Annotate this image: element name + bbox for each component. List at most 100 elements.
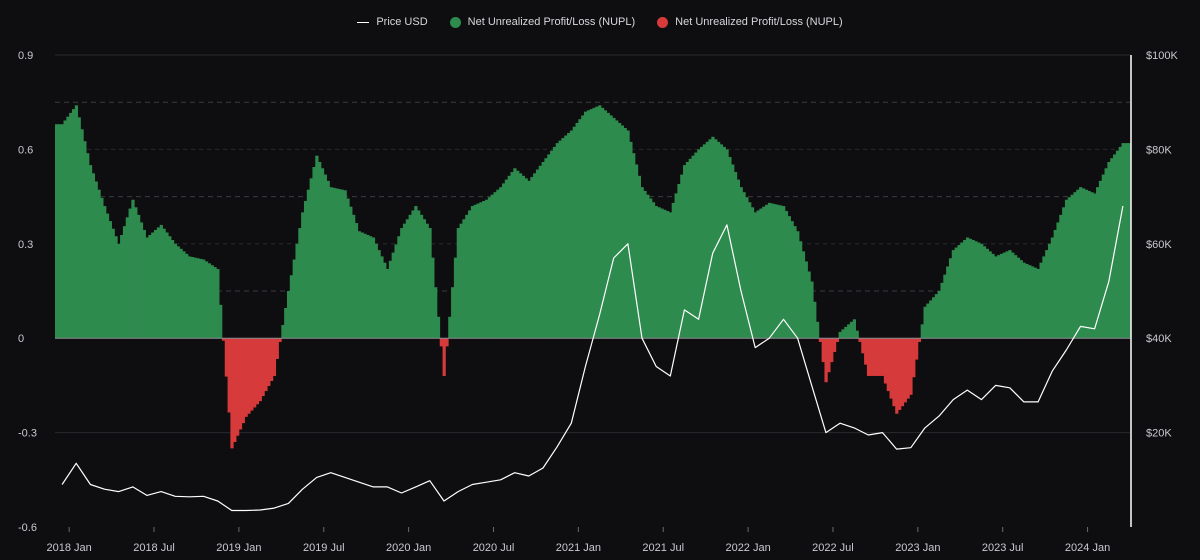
x-tick-label: 2018 Jul [133,542,175,554]
nupl-bar-positive [414,206,418,339]
nupl-bar-positive [134,207,138,339]
nupl-bar-positive [408,214,412,339]
nupl-bar-positive [623,128,627,339]
nupl-bar-negative [445,338,449,347]
nupl-bar-positive [57,124,62,339]
nupl-bar-positive [142,229,146,339]
nupl-bar-positive [80,129,84,339]
nupl-bar-positive [165,232,169,339]
nupl-bar-negative [835,338,840,342]
nupl-bar-positive [360,232,364,339]
nupl-bar-positive [1028,265,1032,339]
nupl-bar-positive [391,252,395,339]
nupl-bar-positive [111,228,115,339]
nupl-bar-negative [821,338,825,363]
nupl-bar-positive [807,271,811,339]
nupl-bar-positive [804,261,808,339]
nupl-bar-positive [329,187,333,339]
nupl-bar-positive [1059,214,1063,339]
nupl-bar-negative [221,338,226,341]
nupl-bar-positive [671,202,675,339]
nupl-bar-positive [485,199,489,339]
nupl-bar-positive [479,202,483,339]
nupl-bar-positive [148,234,152,339]
legend-item-nupl-positive[interactable]: Net Unrealized Profit/Loss (NUPL) [449,16,635,28]
nupl-bar-positive [784,211,789,339]
nupl-bar-positive [216,268,220,339]
nupl-bar-positive [159,224,163,339]
nupl-bar-positive [948,258,953,339]
nupl-bar-positive [844,326,848,339]
nupl-bar-positive [100,197,104,339]
nupl-bar-positive [609,115,613,339]
nupl-bar-positive [716,141,721,339]
nupl-bar-positive [725,149,729,339]
nupl-bar-positive [1110,158,1114,339]
nupl-bar-positive [323,174,327,339]
nupl-bar-positive [77,117,81,339]
nupl-bar-positive [1093,193,1097,339]
nupl-bar-positive [584,111,588,339]
nupl-bar-positive [417,210,421,339]
nupl-bar-negative [903,338,907,403]
nupl-bar-positive [332,187,336,339]
nupl-bar-positive [199,258,203,339]
nupl-bar-positive [103,206,107,339]
nupl-bar-negative [264,338,268,392]
nupl-bar-positive [660,208,664,339]
nupl-bar-positive [1090,192,1094,339]
nupl-bar-negative [244,338,248,417]
nupl-bar-positive [575,122,579,339]
nupl-bar-positive [581,115,585,339]
nupl-bar-positive [683,165,687,339]
nupl-bar-positive [1036,268,1040,339]
nupl-bar-positive [521,175,526,339]
x-tick-label: 2018 Jan [47,542,92,554]
nupl-bar-positive [535,169,540,339]
nupl-bar-positive [388,260,393,339]
nupl-bar-positive [974,241,978,339]
nupl-bar-positive [586,110,591,339]
nupl-bar-positive [193,257,197,339]
nupl-bar-positive [1014,255,1018,339]
nupl-bar-positive [770,203,774,339]
nupl-bar-positive [759,208,763,339]
legend-item-price[interactable]: Price USD [357,16,428,28]
nupl-bar-negative [858,338,862,342]
nupl-bar-positive [125,217,129,339]
nupl-bar-positive [558,140,562,339]
nupl-bar-positive [963,240,967,339]
nupl-bar-positive [139,222,144,339]
nupl-bar-positive [773,204,777,339]
nupl-bar-negative [875,338,879,376]
x-tick-label: 2019 Jan [216,542,261,554]
nupl-bar-positive [202,259,206,339]
nupl-bar-positive [533,173,537,339]
legend-item-nupl-negative[interactable]: Net Unrealized Profit/Loss (NUPL) [657,16,843,28]
nupl-bar-positive [470,206,475,339]
nupl-bar-positive [507,175,511,339]
nupl-bar-positive [1115,150,1120,339]
nupl-bar-positive [1050,237,1055,339]
nupl-bar-positive [318,161,322,339]
nupl-bar-positive [122,226,127,339]
nupl-bar-positive [173,243,178,339]
nupl-bar-positive [187,256,192,339]
nupl-bar-positive [1073,192,1077,339]
nupl-bar-positive [753,212,757,339]
nupl-bar-positive [736,179,741,339]
nupl-bar-positive [564,135,568,339]
nupl-bar-positive [340,189,344,339]
nupl-bar-positive [592,107,596,339]
nupl-bar-positive [957,245,961,339]
nupl-bar-positive [434,287,438,339]
nupl-bar-positive [504,179,509,339]
nupl-bar-positive [960,242,964,339]
nupl-bar-positive [476,203,480,339]
nupl-bar-positive [982,246,987,339]
nupl-bar-positive [603,110,608,339]
nupl-bar-negative [253,338,257,408]
nupl-bar-positive [128,208,132,339]
axes: 0.9 0.6 0.3 0 -0.3 -0.6 $100K $80K $60K $40K $20K 2… [18,50,1178,554]
nupl-bar-positive [688,158,692,339]
